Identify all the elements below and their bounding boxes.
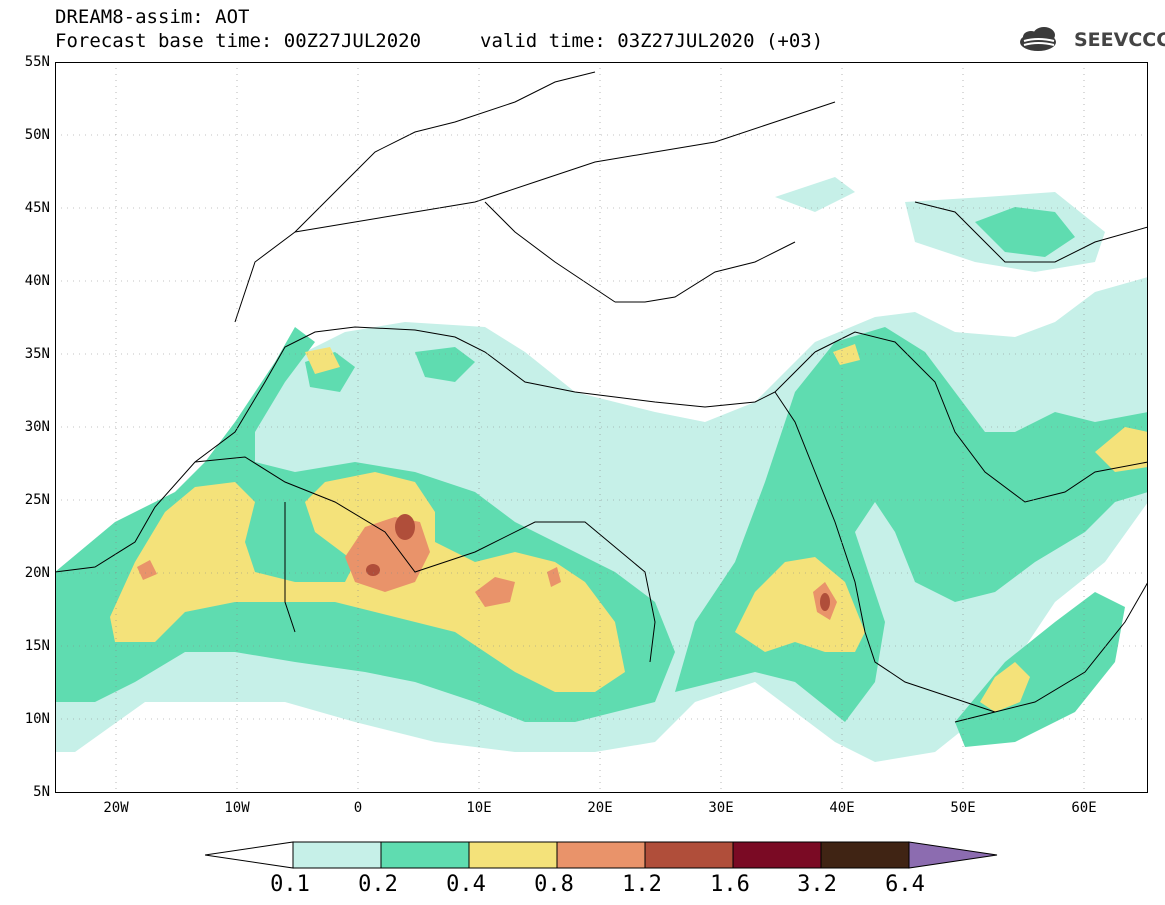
lat-label-15n: 15N — [24, 638, 50, 654]
lat-label-45n: 45N — [24, 200, 50, 216]
colorbar-label-6.4: 6.4 — [885, 872, 925, 897]
aot-field-1.2 — [366, 514, 830, 611]
map-title: DREAM8-assim: AOT — [55, 6, 250, 28]
lon-label-60e: 60E — [1071, 800, 1097, 816]
forecast-base-time: Forecast base time: 00Z27JUL2020 — [55, 30, 422, 52]
lat-label-35n: 35N — [24, 346, 50, 362]
aot-map — [55, 62, 1148, 793]
lon-label-50e: 50E — [950, 800, 976, 816]
colorbar-box — [292, 841, 382, 869]
lat-label-20n: 20N — [24, 565, 50, 581]
lat-label-55n: 55N — [24, 54, 50, 70]
cloud-icon — [1020, 27, 1056, 51]
lon-label-20e: 20E — [587, 800, 613, 816]
coastlines — [55, 71, 1148, 723]
lat-label-25n: 25N — [24, 492, 50, 508]
aot-colorbar — [205, 841, 998, 869]
lon-label-0: 0 — [353, 800, 363, 816]
lat-label-10n: 10N — [24, 711, 50, 727]
colorbar-over-triangle — [908, 841, 998, 869]
lon-label-20w: 20W — [103, 800, 129, 816]
lat-label-30n: 30N — [24, 419, 50, 435]
lat-label-50n: 50N — [24, 127, 50, 143]
colorbar-box — [380, 841, 470, 869]
colorbar-under-triangle — [205, 841, 294, 869]
colorbar-label-0.1: 0.1 — [270, 872, 310, 897]
colorbar-label-3.2: 3.2 — [797, 872, 837, 897]
colorbar-box — [732, 841, 822, 869]
lon-label-10e: 10E — [466, 800, 492, 816]
valid-time: valid time: 03Z27JUL2020 (+03) — [480, 30, 824, 52]
colorbar-label-1.2: 1.2 — [622, 872, 662, 897]
colorbar-box — [468, 841, 558, 869]
colorbar-box — [820, 841, 910, 869]
lat-label-40n: 40N — [24, 273, 50, 289]
colorbar-box — [556, 841, 646, 869]
colorbar-label-1.6: 1.6 — [710, 872, 750, 897]
colorbar-box — [644, 841, 734, 869]
graticule — [55, 62, 1148, 793]
colorbar-label-0.4: 0.4 — [446, 872, 486, 897]
lon-label-10w: 10W — [224, 800, 250, 816]
lon-label-40e: 40E — [829, 800, 855, 816]
lon-label-30e: 30E — [708, 800, 734, 816]
aot-field-0.8 — [137, 517, 837, 620]
seevccc-logo-text: SEEVCCC — [1074, 29, 1165, 51]
colorbar-label-0.2: 0.2 — [358, 872, 398, 897]
colorbar-label-0.8: 0.8 — [534, 872, 574, 897]
lat-label-5n: 5N — [33, 784, 50, 800]
